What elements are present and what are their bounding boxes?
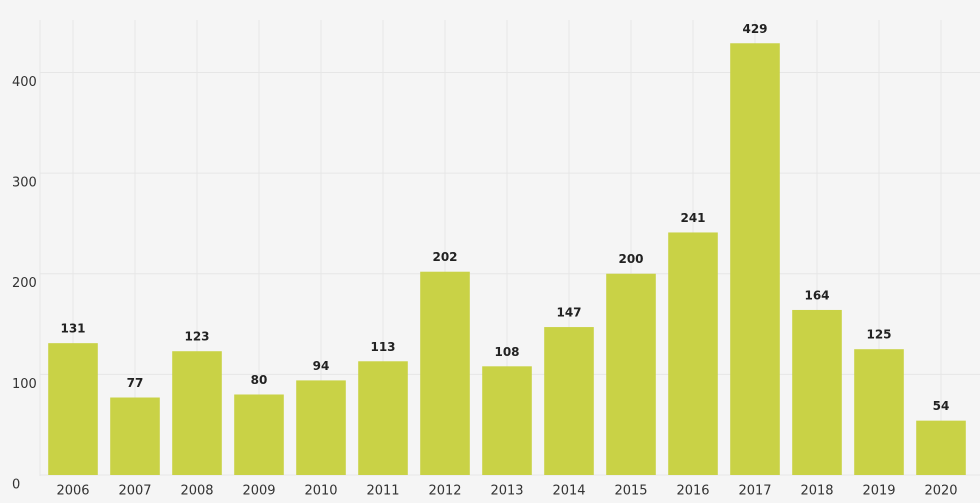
bar [854,349,904,475]
x-tick-label: 2019 [862,484,895,499]
x-tick-label: 2007 [118,484,151,499]
x-tick-label: 2009 [242,484,275,499]
bar [730,43,780,475]
bar [110,397,160,475]
bar [420,271,470,475]
x-tick-label: 2013 [490,484,523,499]
x-tick-label: 2011 [366,484,399,499]
bar [668,232,718,475]
y-tick-label: 400 [12,75,37,90]
bar [358,361,408,475]
x-tick-label: 2017 [738,484,771,499]
bar [48,343,98,475]
bar [482,366,532,475]
value-label: 202 [432,250,457,264]
bar [544,327,594,475]
bar [792,309,842,475]
value-label: 94 [313,359,330,373]
value-label: 429 [742,22,767,36]
x-tick-label: 2012 [428,484,461,499]
value-label: 123 [184,330,209,344]
value-label: 80 [251,373,268,387]
bar [606,273,656,475]
y-tick-label: 0 [12,478,20,493]
x-tick-label: 2016 [676,484,709,499]
value-label: 77 [127,376,144,390]
value-label: 125 [866,328,891,342]
x-tick-label: 2008 [180,484,213,499]
value-label: 200 [618,252,643,266]
x-tick-label: 2006 [56,484,89,499]
y-tick-label: 100 [12,377,37,392]
x-tick-label: 2015 [614,484,647,499]
value-label: 164 [804,288,829,302]
y-tick-label: 300 [12,176,37,191]
value-label: 54 [933,399,950,413]
x-tick-label: 2010 [304,484,337,499]
x-tick-label: 2014 [552,484,585,499]
value-label: 113 [370,340,395,354]
bar [916,420,966,475]
y-tick-label: 200 [12,276,37,291]
value-label: 108 [494,345,519,359]
x-tick-label: 2018 [800,484,833,499]
value-label: 131 [60,322,85,336]
x-tick-label: 2020 [924,484,957,499]
bar [296,380,346,475]
value-label: 241 [680,211,705,225]
value-label: 147 [556,306,581,320]
bar [172,351,222,475]
bar [234,394,284,475]
